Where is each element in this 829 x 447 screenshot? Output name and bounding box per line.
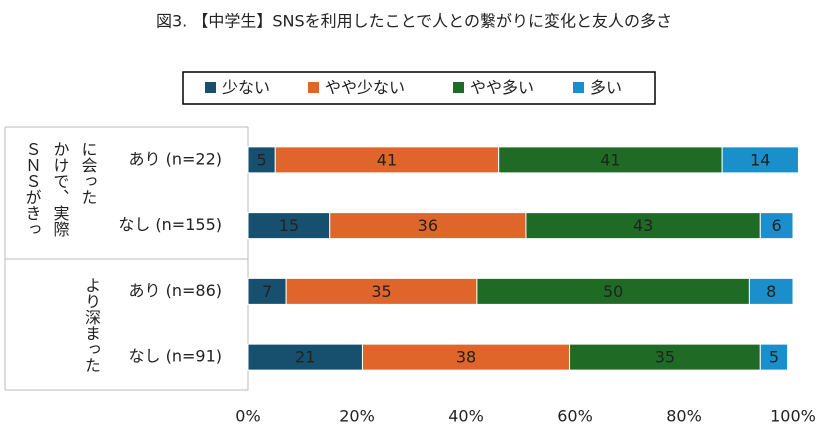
data-label: 50 <box>603 282 623 301</box>
bar-segment <box>247 277 287 305</box>
data-label: 43 <box>633 216 653 235</box>
bar-segment <box>361 343 571 371</box>
group-label-text: より深まった <box>82 277 101 373</box>
data-label: 41 <box>377 150 397 169</box>
y-tick-label: あり (n=86) <box>129 281 222 300</box>
legend-label: やや多い <box>470 78 534 97</box>
data-label: 5 <box>257 150 267 169</box>
y-tick-label: あり (n=22) <box>129 149 222 168</box>
group-label: より深まった <box>76 262 106 388</box>
bar-segment <box>759 212 794 240</box>
legend-label: 多い <box>590 78 622 97</box>
data-label: 7 <box>262 282 272 301</box>
data-label: 15 <box>279 216 299 235</box>
x-tick-label: 20% <box>339 407 375 426</box>
bar-segment <box>569 343 761 371</box>
bar-segment <box>247 212 331 240</box>
x-tick-label: 60% <box>557 407 593 426</box>
x-tick-label: 100% <box>770 407 816 426</box>
legend-swatch <box>205 82 216 93</box>
data-label: 38 <box>456 348 476 367</box>
legend-box <box>182 71 656 105</box>
group-label-text: ＳＮＳがきっかけで、実際に会った <box>22 141 98 237</box>
bar-segment <box>329 212 527 240</box>
legend-label: 少ない <box>222 78 270 97</box>
y-tick-label: なし (n=91) <box>129 347 222 366</box>
data-label: 35 <box>371 282 391 301</box>
legend-swatch <box>308 82 319 93</box>
data-label: 6 <box>772 216 782 235</box>
data-label: 35 <box>655 348 675 367</box>
bar-segment <box>274 146 500 174</box>
data-label: 36 <box>418 216 438 235</box>
chart-title: 図3. 【中学生】SNSを利用したことで人との繋がりに変化と友人の多さ <box>156 12 672 31</box>
x-tick-label: 0% <box>235 407 260 426</box>
data-label: 8 <box>766 282 776 301</box>
bar-segment <box>721 146 799 174</box>
bar-segment <box>285 277 478 305</box>
bar-segment <box>759 343 789 371</box>
data-label: 41 <box>600 150 620 169</box>
legend-swatch <box>573 82 584 93</box>
bar-segment <box>498 146 723 174</box>
bar-segment <box>748 277 794 305</box>
bar-segment <box>247 343 363 371</box>
data-label: 21 <box>295 348 315 367</box>
x-tick-label: 40% <box>448 407 484 426</box>
bar-segment <box>525 212 761 240</box>
x-tick-label: 80% <box>666 407 702 426</box>
legend-swatch <box>453 82 464 93</box>
data-label: 14 <box>750 150 770 169</box>
group-label: ＳＮＳがきっかけで、実際に会った <box>12 130 107 256</box>
y-tick-label: なし (n=155) <box>118 215 222 234</box>
legend-label: やや少ない <box>325 78 405 97</box>
bar-segment <box>476 277 750 305</box>
data-label: 5 <box>769 348 779 367</box>
